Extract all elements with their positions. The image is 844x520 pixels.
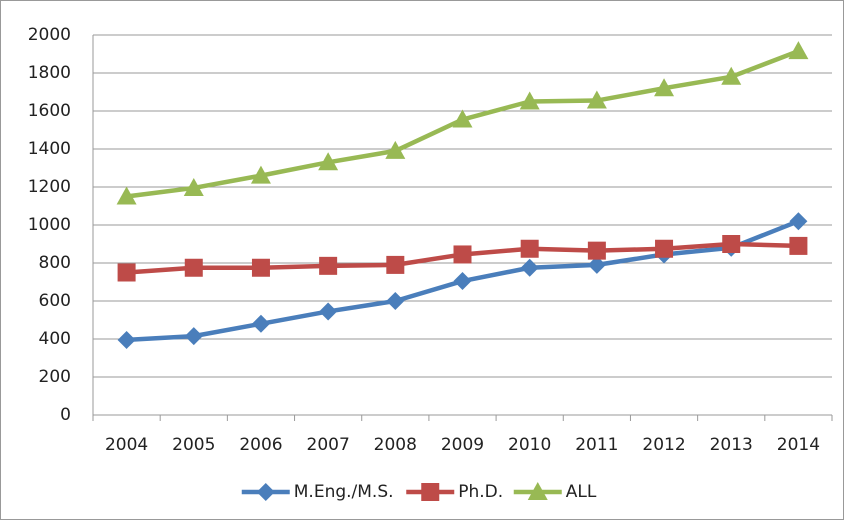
x-tick-label: 2010 (508, 435, 551, 455)
y-tick-label: 800 (39, 253, 71, 273)
marker (520, 258, 539, 277)
x-tick-label: 2006 (239, 435, 282, 455)
marker (587, 255, 606, 274)
marker (587, 241, 606, 260)
x-tick-label: 2004 (105, 435, 148, 455)
y-tick-label: 0 (60, 405, 71, 425)
marker (184, 258, 203, 277)
y-tick-label: 1200 (28, 177, 71, 197)
x-tick-label: 2011 (575, 435, 618, 455)
marker (789, 212, 808, 231)
x-tick-label: 2013 (710, 435, 753, 455)
marker (655, 239, 674, 258)
marker (319, 256, 338, 275)
marker (256, 483, 275, 501)
marker (183, 177, 204, 196)
marker (586, 90, 607, 109)
y-tick-label: 1600 (28, 101, 71, 121)
x-tick-label: 2008 (374, 435, 417, 455)
marker (721, 66, 742, 85)
marker (654, 78, 675, 97)
x-tick-label: 2014 (777, 435, 820, 455)
y-tick-label: 2000 (28, 25, 71, 45)
marker (251, 314, 270, 333)
marker (788, 41, 809, 60)
x-tick-label: 2007 (307, 435, 350, 455)
marker (318, 152, 339, 171)
marker (789, 236, 808, 255)
legend-item: ALL (513, 482, 597, 502)
marker (722, 235, 741, 253)
marker (117, 263, 136, 282)
marker (386, 255, 405, 274)
marker (453, 272, 472, 291)
marker (319, 302, 338, 321)
marker (386, 292, 405, 310)
y-tick-label: 400 (39, 329, 71, 349)
marker (519, 91, 540, 110)
legend-label: M.Eng./M.S. (294, 482, 394, 502)
marker (250, 165, 271, 184)
y-tick-label: 1000 (28, 215, 71, 235)
y-tick-label: 600 (39, 291, 71, 311)
marker (251, 258, 270, 277)
marker (453, 245, 472, 264)
legend-label: Ph.D. (458, 482, 503, 502)
marker (184, 327, 203, 346)
y-tick-label: 200 (39, 367, 71, 387)
y-tick-label: 1400 (28, 139, 71, 159)
marker (520, 239, 539, 258)
legend-item: Ph.D. (406, 482, 503, 502)
x-tick-label: 2012 (642, 435, 685, 455)
marker (421, 483, 440, 501)
marker (452, 109, 473, 128)
legend-item: M.Eng./M.S. (241, 482, 394, 502)
x-tick-label: 2005 (172, 435, 215, 455)
x-tick-label: 2009 (441, 435, 484, 455)
y-tick-label: 1800 (28, 63, 71, 83)
marker (527, 482, 548, 500)
marker (117, 330, 136, 349)
legend-label: ALL (566, 482, 597, 502)
marker (116, 186, 137, 205)
marker (385, 140, 406, 159)
